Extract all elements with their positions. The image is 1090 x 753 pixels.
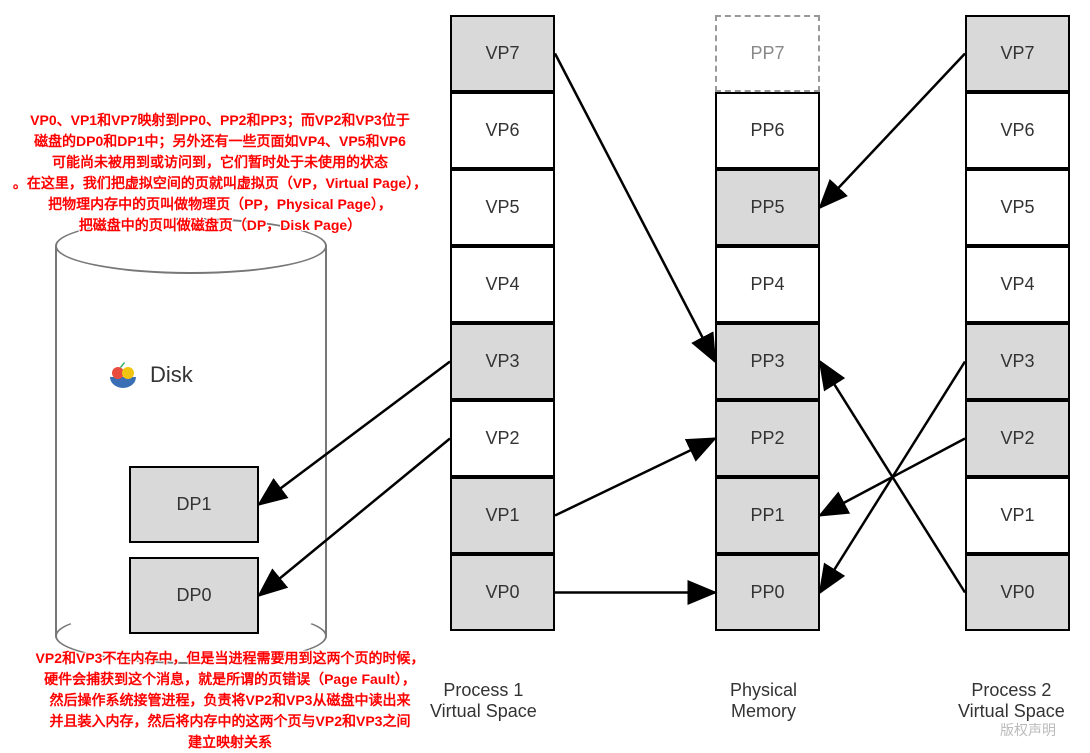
cell-label: PP1	[750, 505, 784, 526]
phys-cell-pp1: PP1	[715, 477, 820, 554]
proc1-cell-vp2: VP2	[450, 400, 555, 477]
disk-fruit-icon	[106, 359, 140, 393]
cell-label: VP7	[1000, 43, 1034, 64]
proc2-cell-vp7b: VP7	[965, 15, 1070, 92]
proc2-cell-vp5b: VP5	[965, 169, 1070, 246]
annotation-bottom: VP2和VP3不在内存中，但是当进程需要用到这两个页的时候， 硬件会捕获到这个消…	[10, 648, 450, 753]
cell-label: PP2	[750, 428, 784, 449]
cell-label: PP5	[750, 197, 784, 218]
watermark-text: 版权声明	[1000, 720, 1056, 740]
disk-page-label: DP0	[176, 585, 211, 606]
phys-cell-pp6: PP6	[715, 92, 820, 169]
cell-label: VP4	[1000, 274, 1034, 295]
disk-page-dp1: DP1	[129, 466, 259, 543]
cell-label: VP5	[485, 197, 519, 218]
annotation-top: VP0、VP1和VP7映射到PP0、PP2和PP3；而VP2和VP3位于 磁盘的…	[0, 110, 440, 236]
proc1-cell-vp3: VP3	[450, 323, 555, 400]
disk-page-label: DP1	[176, 494, 211, 515]
proc2-cell-vp3b: VP3	[965, 323, 1070, 400]
proc2-cell-vp6b: VP6	[965, 92, 1070, 169]
phys-cell-pp2: PP2	[715, 400, 820, 477]
mapping-arrow-6	[820, 362, 965, 593]
cell-label: VP6	[485, 120, 519, 141]
cell-label: PP7	[750, 43, 784, 64]
mapping-arrow-5	[820, 54, 965, 208]
cell-label: VP3	[1000, 351, 1034, 372]
cell-label: PP0	[750, 582, 784, 603]
cell-label: VP0	[1000, 582, 1034, 603]
cell-label: VP1	[485, 505, 519, 526]
proc2-cell-vp4b: VP4	[965, 246, 1070, 323]
cell-label: VP4	[485, 274, 519, 295]
cell-label: VP2	[1000, 428, 1034, 449]
mapping-arrow-8	[820, 362, 965, 593]
proc1-cell-vp0: VP0	[450, 554, 555, 631]
mapping-arrow-7	[820, 439, 965, 516]
cell-label: PP3	[750, 351, 784, 372]
proc1-cell-vp6: VP6	[450, 92, 555, 169]
proc2-cell-vp2b: VP2	[965, 400, 1070, 477]
proc1-cell-vp1: VP1	[450, 477, 555, 554]
phys-column-label: Physical Memory	[730, 680, 797, 722]
cell-label: PP4	[750, 274, 784, 295]
cell-label: VP1	[1000, 505, 1034, 526]
cell-label: VP7	[485, 43, 519, 64]
cell-label: VP2	[485, 428, 519, 449]
proc1-cell-vp7: VP7	[450, 15, 555, 92]
cell-label: VP6	[1000, 120, 1034, 141]
mapping-arrow-0	[555, 54, 715, 362]
phys-cell-pp5: PP5	[715, 169, 820, 246]
phys-cell-pp0: PP0	[715, 554, 820, 631]
cell-label: PP6	[750, 120, 784, 141]
proc1-cell-vp4: VP4	[450, 246, 555, 323]
cell-label: VP5	[1000, 197, 1034, 218]
disk-page-dp0: DP0	[129, 557, 259, 634]
proc1-cell-vp5: VP5	[450, 169, 555, 246]
cell-label: VP3	[485, 351, 519, 372]
mapping-arrow-3	[555, 439, 715, 516]
phys-cell-pp4: PP4	[715, 246, 820, 323]
cell-label: VP0	[485, 582, 519, 603]
proc2-cell-vp1b: VP1	[965, 477, 1070, 554]
proc2-column-label: Process 2 Virtual Space	[958, 680, 1065, 722]
phys-cell-pp3: PP3	[715, 323, 820, 400]
proc2-cell-vp0b: VP0	[965, 554, 1070, 631]
phys-cell-pp7: PP7	[715, 15, 820, 92]
disk-label: Disk	[150, 362, 193, 388]
